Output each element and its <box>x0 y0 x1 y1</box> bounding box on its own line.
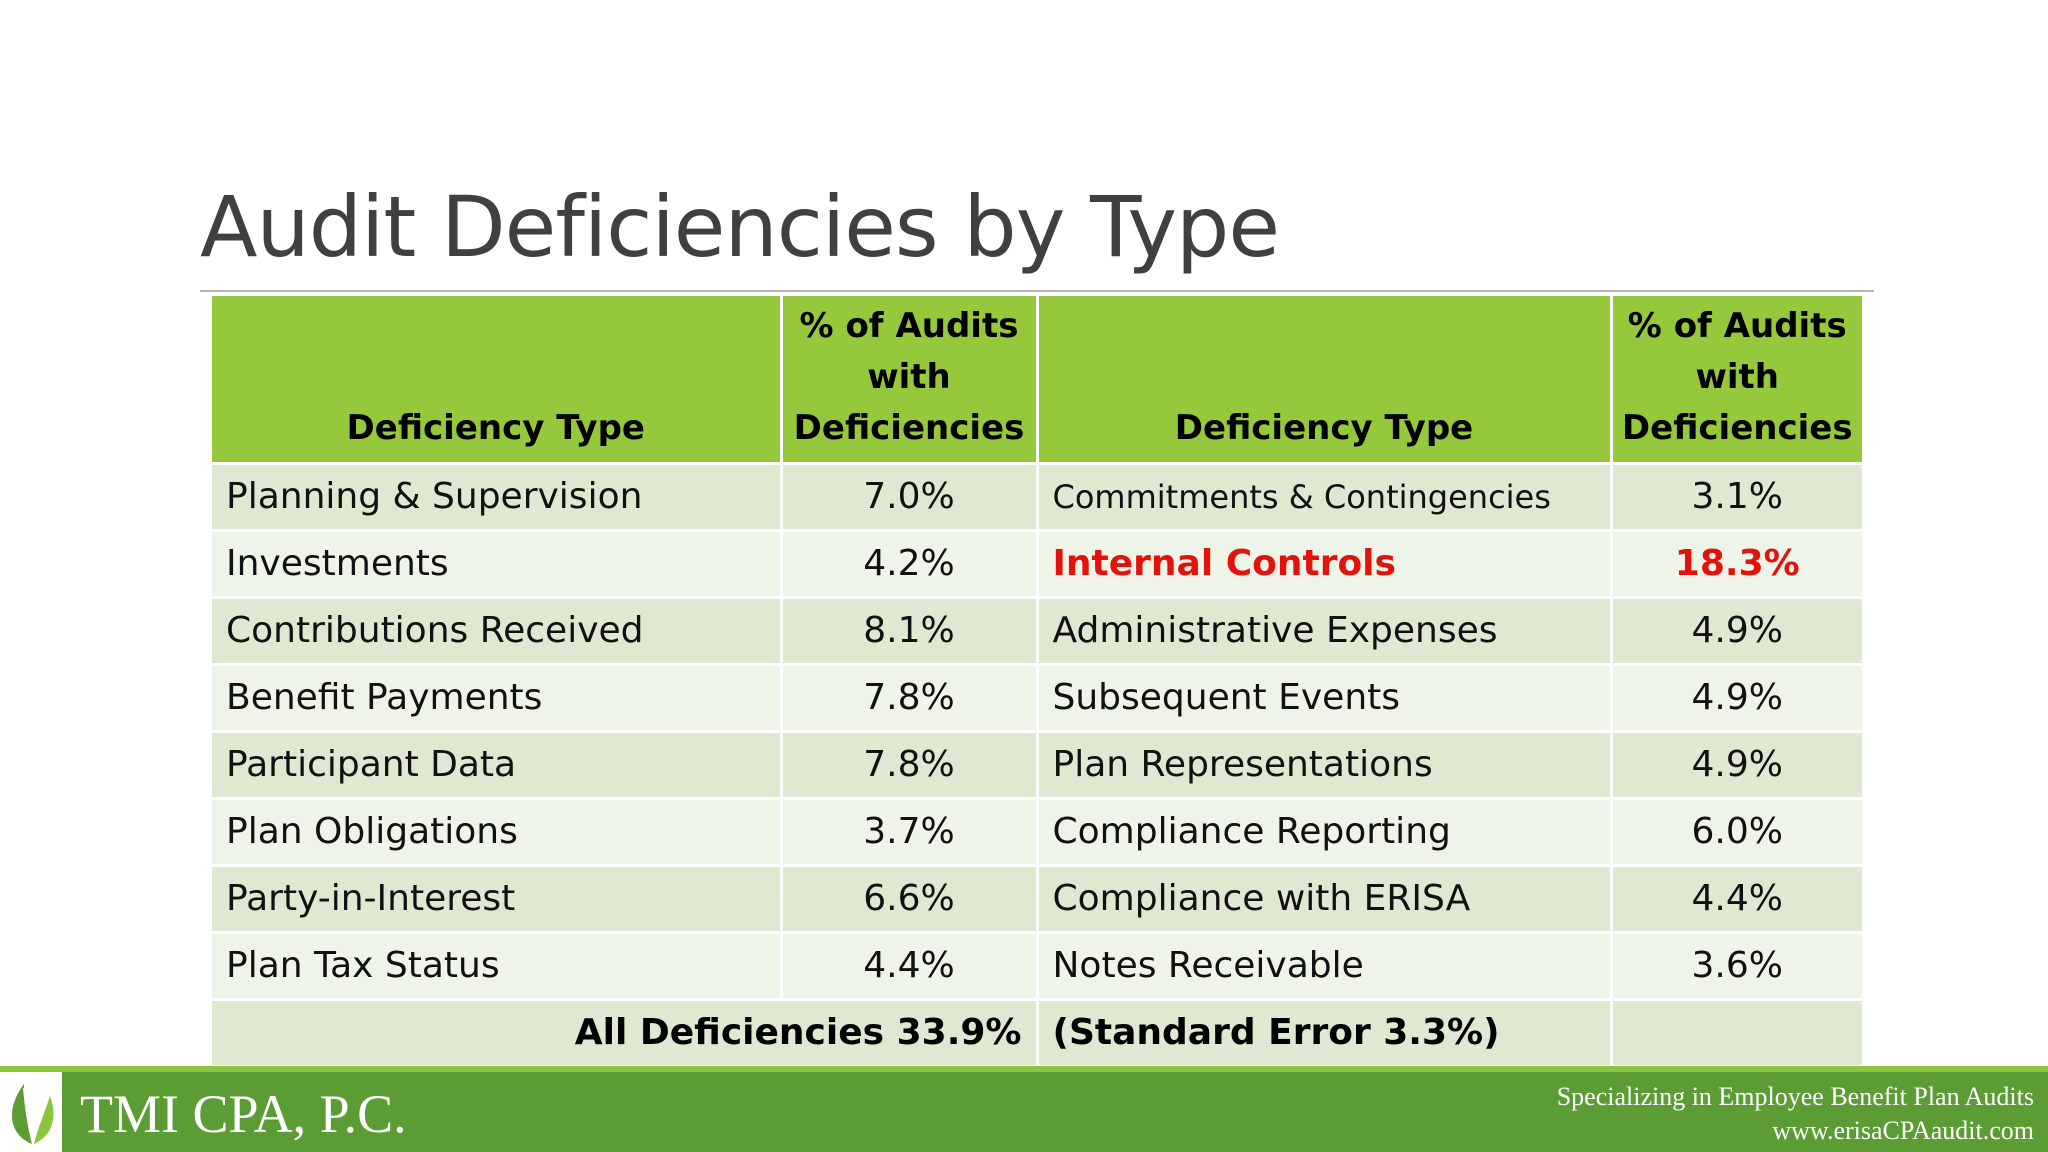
left-percent: 7.8% <box>781 731 1039 800</box>
standard-error: (Standard Error 3.3%) <box>1037 999 1613 1068</box>
right-percent: 4.4% <box>1611 865 1862 934</box>
title-divider <box>200 290 1874 292</box>
left-deficiency-type: Plan Tax Status <box>212 932 783 1001</box>
header-percent-left: % of Audits with Deficiencies <box>781 296 1039 465</box>
left-percent: 3.7% <box>781 798 1039 867</box>
deficiency-table: Deficiency Type % of Audits with Deficie… <box>212 296 1862 1068</box>
left-deficiency-type: Contributions Received <box>212 597 783 666</box>
right-deficiency-type: Subsequent Events <box>1037 664 1613 733</box>
table-row: Contributions Received 8.1% Administrati… <box>212 597 1862 666</box>
left-percent: 7.0% <box>781 463 1039 532</box>
left-percent: 8.1% <box>781 597 1039 666</box>
footer-tagline: Specializing in Employee Benefit Plan Au… <box>1557 1080 2034 1148</box>
left-deficiency-type: Participant Data <box>212 731 783 800</box>
left-deficiency-type: Plan Obligations <box>212 798 783 867</box>
website-link[interactable]: www.erisaCPAaudit.com <box>1772 1116 2034 1145</box>
right-percent: 3.1% <box>1611 463 1862 532</box>
leaf-icon <box>12 1084 54 1145</box>
right-deficiency-type: Administrative Expenses <box>1037 597 1613 666</box>
left-percent: 7.8% <box>781 664 1039 733</box>
right-percent: 4.9% <box>1611 731 1862 800</box>
left-deficiency-type: Benefit Payments <box>212 664 783 733</box>
company-name: TMI CPA, P.C. <box>80 1084 407 1144</box>
table-row: Plan Tax Status 4.4% Notes Receivable 3.… <box>212 932 1862 1001</box>
right-deficiency-type: Compliance with ERISA <box>1037 865 1613 934</box>
right-deficiency-type-highlighted: Internal Controls <box>1037 530 1613 599</box>
left-deficiency-type: Investments <box>212 530 783 599</box>
table-total-row: All Deficiencies 33.9% (Standard Error 3… <box>212 999 1862 1068</box>
right-deficiency-type: Notes Receivable <box>1037 932 1613 1001</box>
footer-bar: TMI CPA, P.C. Specializing in Employee B… <box>0 1066 2048 1152</box>
right-percent-highlighted: 18.3% <box>1611 530 1862 599</box>
left-deficiency-type: Planning & Supervision <box>212 463 783 532</box>
right-percent: 3.6% <box>1611 932 1862 1001</box>
header-percent-right: % of Audits with Deficiencies <box>1611 296 1862 465</box>
right-deficiency-type: Compliance Reporting <box>1037 798 1613 867</box>
right-deficiency-type: Plan Representations <box>1037 731 1613 800</box>
table-row: Benefit Payments 7.8% Subsequent Events … <box>212 664 1862 733</box>
header-deficiency-type-right: Deficiency Type <box>1037 296 1613 465</box>
slide-title: Audit Deficiencies by Type <box>200 178 1280 276</box>
left-percent: 4.2% <box>781 530 1039 599</box>
table-row: Planning & Supervision 7.0% Commitments … <box>212 463 1862 532</box>
table-row: Participant Data 7.8% Plan Representatio… <box>212 731 1862 800</box>
table-row: Party-in-Interest 6.6% Compliance with E… <box>212 865 1862 934</box>
left-percent: 4.4% <box>781 932 1039 1001</box>
left-percent: 6.6% <box>781 865 1039 934</box>
right-percent: 6.0% <box>1611 798 1862 867</box>
right-percent: 4.9% <box>1611 664 1862 733</box>
header-deficiency-type-left: Deficiency Type <box>212 296 783 465</box>
right-deficiency-type: Commitments & Contingencies <box>1037 463 1613 532</box>
table-header-row: Deficiency Type % of Audits with Deficie… <box>212 296 1862 465</box>
table-row: Investments 4.2% Internal Controls 18.3% <box>212 530 1862 599</box>
all-deficiencies-total: All Deficiencies 33.9% <box>212 999 1039 1068</box>
company-logo <box>0 1072 62 1152</box>
right-percent: 4.9% <box>1611 597 1862 666</box>
empty-cell <box>1611 999 1862 1068</box>
table-row: Plan Obligations 3.7% Compliance Reporti… <box>212 798 1862 867</box>
tagline-text: Specializing in Employee Benefit Plan Au… <box>1556 1082 2034 1111</box>
left-deficiency-type: Party-in-Interest <box>212 865 783 934</box>
